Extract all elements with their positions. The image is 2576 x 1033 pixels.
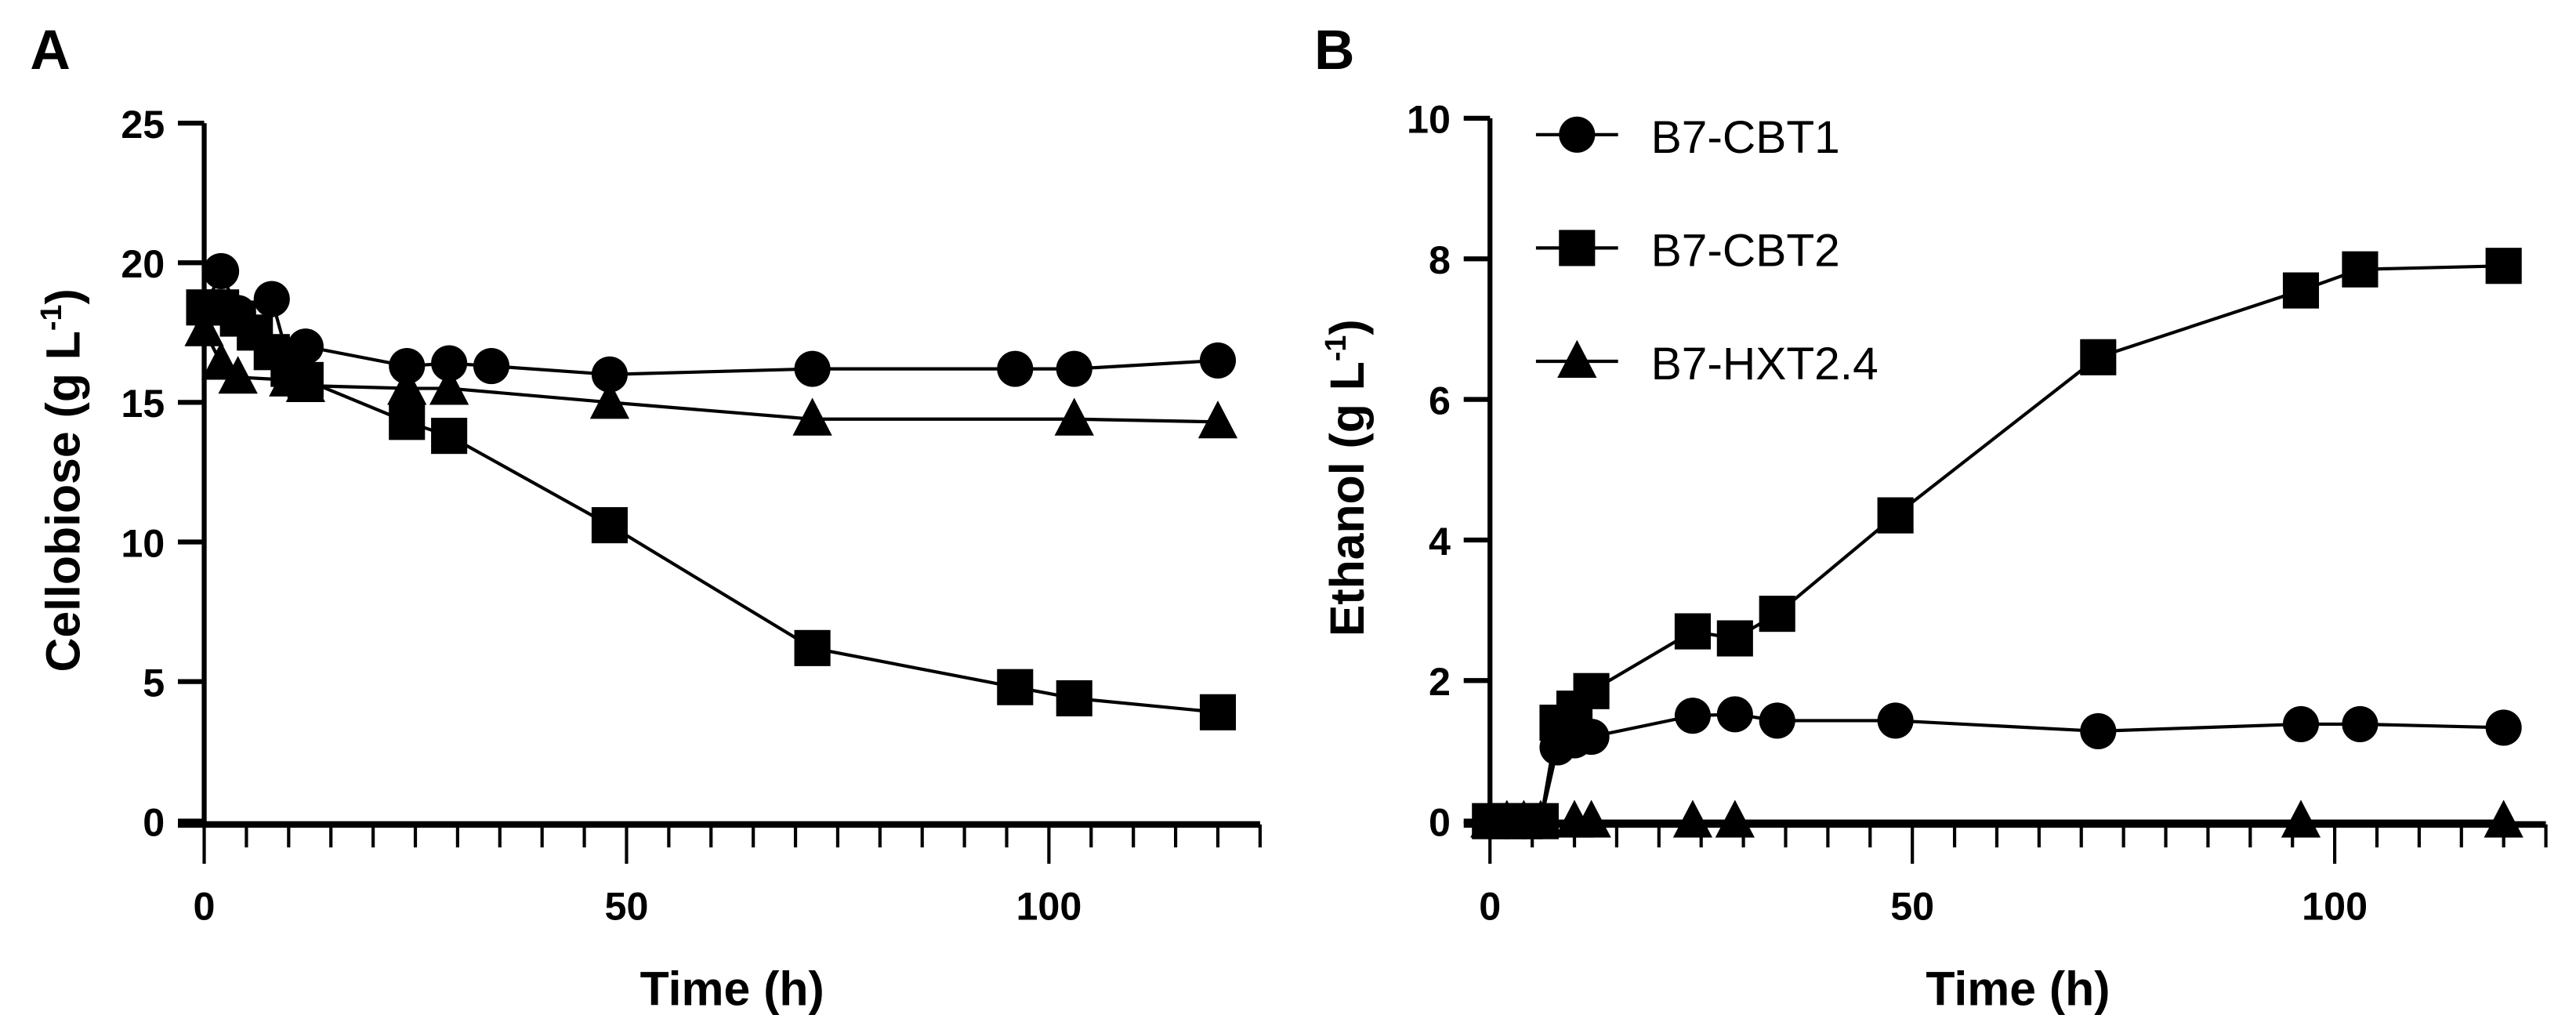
legend-item: B7-CBT2 [1535,225,1840,276]
y-axis-title: Ethanol (g L-1) [1319,319,1374,636]
data-point-B7-CBT1 [389,348,426,385]
y-tick-label: 0 [1429,800,1451,845]
data-point-B7-CBT1 [1674,698,1711,734]
data-point-B7-CBT1 [2485,709,2522,746]
data-point-B7-HXT2.4 [2281,799,2321,838]
data-point-B7-CBT1 [591,356,628,393]
y-axis-title-superscript: -1 [34,305,67,332]
data-point-B7-CBT2 [1199,694,1237,730]
data-point-B7-CBT2 [2485,248,2522,285]
data-point-B7-CBT2 [1716,620,1753,657]
legend-marker-triangle [1557,339,1597,378]
data-point-B7-CBT1 [1573,719,1610,756]
chart-panel-a: 0 50 100 0 5 10 15 20 25 Time (h) Cellobiose (g L-… [34,102,1262,1015]
data-point-B7-HXT2.4 [2484,799,2523,838]
legend-marker-square [1559,230,1596,266]
data-point-B7-CBT2 [2342,251,2379,288]
legend-label: B7-CBT2 [1651,225,1840,276]
data-point-B7-CBT1 [253,281,290,317]
data-point-B7-CBT1 [203,252,240,289]
y-axis-title: Cellobiose (g L-1) [34,288,89,672]
legend-item: B7-HXT2.4 [1535,339,1879,390]
x-tick-label: 0 [1479,883,1501,928]
data-point-B7-CBT1 [1056,350,1092,387]
y-axis-title-close: ) [36,288,89,304]
data-point-B7-HXT2.4 [792,397,832,436]
x-tick-label: 100 [2302,883,2368,928]
data-point-B7-CBT1 [473,348,510,385]
data-point-B7-CBT2 [2080,339,2117,375]
y-tick-label: 10 [121,520,165,565]
y-tick-label: 20 [121,241,165,286]
x-axis-title: Time (h) [640,962,824,1015]
chart-panel-b: 0 50 100 0 2 4 6 8 10 Time (h) Ethanol (g L-1) B7-C… [1319,97,2548,1015]
panel-label-a: A [30,20,70,82]
data-point-B7-CBT2 [431,418,468,455]
data-point-B7-HXT2.4 [589,381,630,419]
data-point-B7-CBT2 [2282,272,2320,309]
data-point-B7-CBT1 [1199,342,1237,379]
data-point-B7-HXT2.4 [285,364,326,402]
data-point-B7-CBT1 [1716,696,1753,733]
data-point-B7-CBT1 [2080,712,2117,749]
data-point-B7-HXT2.4 [1672,799,1713,838]
data-point-B7-CBT2 [389,404,426,440]
data-point-B7-CBT1 [2282,705,2320,742]
x-tick-label: 100 [1016,883,1081,928]
y-axis-title-close: ) [1321,319,1374,335]
data-point-B7-CBT1 [1877,702,1914,739]
data-point-B7-HXT2.4 [218,356,258,394]
panel-label-b: B [1314,20,1354,82]
data-point-B7-HXT2.4 [184,308,224,346]
data-point-B7-HXT2.4 [1520,799,1561,838]
y-tick-label: 0 [143,800,165,845]
data-point-B7-CBT2 [1573,672,1610,709]
data-point-B7-CBT2 [591,507,628,544]
y-axis-title-superscript: -1 [1319,335,1352,362]
y-tick-label: 5 [143,660,165,705]
data-point-B7-CBT2 [1759,596,1795,632]
x-tick-label: 50 [1890,883,1934,928]
y-tick-label: 10 [1407,97,1451,142]
y-tick-label: 2 [1429,659,1451,704]
data-point-B7-CBT2 [997,669,1034,705]
data-point-B7-HXT2.4 [1571,799,1611,838]
y-axis-title-main: Ethanol (g L [1321,361,1374,636]
data-point-B7-HXT2.4 [1054,397,1094,436]
data-point-B7-CBT1 [997,350,1034,387]
y-tick-label: 8 [1429,237,1451,282]
legend-label: B7-HXT2.4 [1651,339,1879,390]
y-tick-label: 25 [121,102,165,147]
data-point-B7-CBT2 [1877,497,1914,534]
x-axis-title: Time (h) [1926,962,2110,1015]
data-point-B7-CBT2 [794,629,831,666]
data-point-B7-CBT1 [2342,705,2379,742]
data-point-B7-HXT2.4 [387,367,427,405]
data-point-B7-HXT2.4 [1715,799,1755,838]
data-point-B7-CBT2 [1056,680,1092,717]
data-point-B7-CBT1 [431,345,468,382]
data-point-B7-HXT2.4 [429,367,469,405]
legend-item: B7-CBT1 [1535,112,1840,163]
data-point-B7-CBT1 [1759,702,1795,739]
legend-marker-circle [1559,116,1596,153]
y-tick-label: 4 [1429,519,1451,564]
y-tick-label: 6 [1429,378,1451,422]
x-tick-label: 50 [605,883,649,928]
y-axis-title-main: Cellobiose (g L [36,331,89,672]
data-point-B7-CBT1 [794,350,831,387]
x-tick-label: 0 [194,883,216,928]
y-tick-label: 15 [121,381,165,426]
legend-label: B7-CBT1 [1651,112,1840,163]
data-point-B7-CBT2 [1674,613,1711,650]
data-point-B7-HXT2.4 [1197,401,1238,439]
